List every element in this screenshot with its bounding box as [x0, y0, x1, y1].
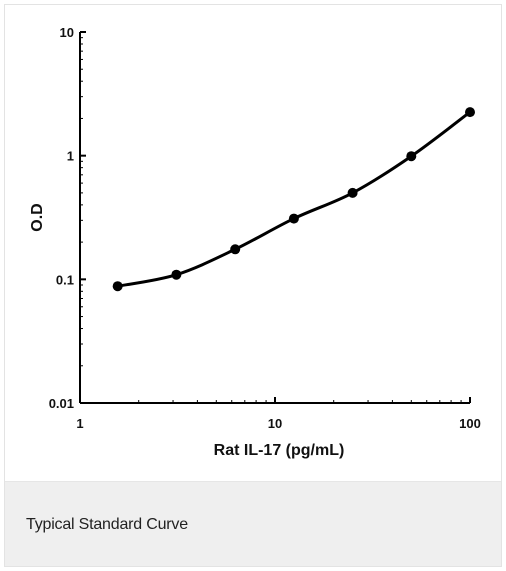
x-tick-label: 10 [268, 416, 282, 431]
data-point [288, 213, 299, 224]
x-axis-title: Rat IL-17 (pg/mL) [214, 442, 345, 459]
y-tick-label: 10 [60, 25, 74, 40]
x-tick-label: 1 [76, 416, 83, 431]
caption-bar: Typical Standard Curve [5, 481, 501, 566]
x-tick-label: 100 [459, 416, 481, 431]
y-tick-label: 0.1 [56, 272, 74, 287]
figure-caption: Typical Standard Curve [26, 516, 188, 533]
data-point [406, 151, 417, 162]
data-point [112, 281, 123, 292]
data-point [347, 187, 358, 198]
standard-curve-line [116, 110, 472, 288]
series-layer [112, 107, 475, 292]
data-point [230, 244, 241, 255]
y-tick-label: 0.01 [49, 396, 74, 411]
y-tick-label: 1 [67, 149, 74, 164]
x-axis: 1 10 100 [76, 397, 481, 431]
y-axis: 10 1 0.1 0.01 [49, 25, 86, 411]
figure-card: 1 10 100 10 1 0.1 0.01 Rat IL-17 (pg/mL) O.D … [4, 4, 502, 567]
chart-area: 1 10 100 10 1 0.1 0.01 Rat IL-17 (pg/mL) O.D [5, 5, 501, 481]
y-axis-title: O.D [29, 203, 46, 231]
data-point [171, 269, 182, 280]
data-point [465, 107, 475, 118]
standard-curve-chart: 1 10 100 10 1 0.1 0.01 Rat IL-17 (pg/mL) O.D [29, 25, 481, 459]
